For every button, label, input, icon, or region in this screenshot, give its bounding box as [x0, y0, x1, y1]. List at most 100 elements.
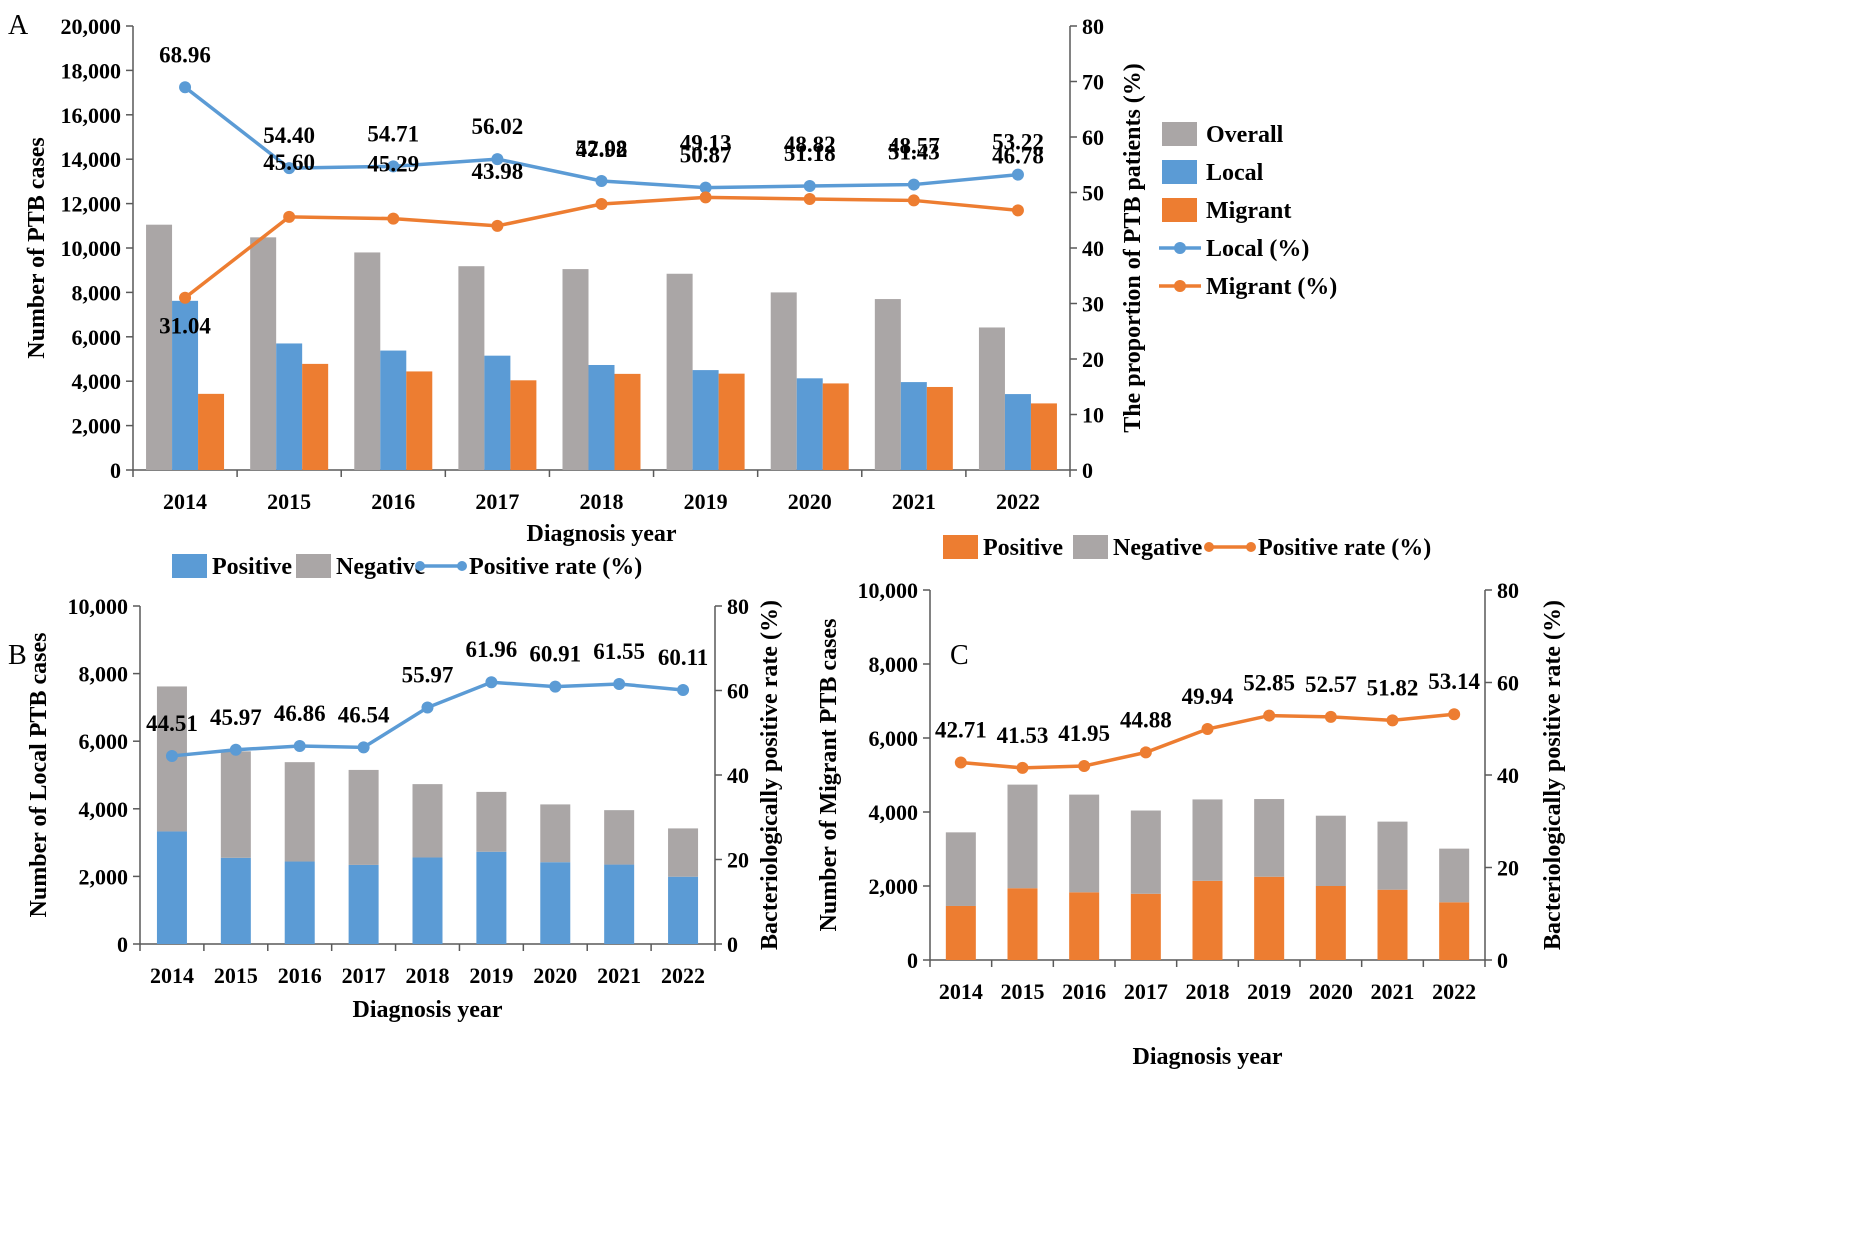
panel-b-line-point: [165, 749, 178, 762]
panel-b-y2-axis-title: Bacteriologically positive rate (%): [757, 600, 783, 950]
panel-a-x-tick-label: 2019: [684, 489, 728, 514]
panel-c-line-point: [1386, 714, 1399, 727]
legend-label: Local: [1206, 160, 1264, 186]
legend-swatch-overall: [1162, 122, 1197, 146]
panel-c-y2-axis-title: Bacteriologically positive rate (%): [1540, 600, 1566, 950]
panel-a-bar-overall: [666, 273, 693, 470]
panel-a-y-tick-label: 4,000: [72, 369, 122, 394]
panel-c-x-tick-label: 2015: [1001, 979, 1045, 1004]
panel-a-line-point: [803, 193, 816, 206]
panel-b-line-point: [229, 743, 242, 756]
panel-a-bar-migrant: [718, 373, 745, 470]
legend-label: Positive rate (%): [469, 554, 642, 580]
panel-a-data-label: 54.40: [263, 123, 315, 148]
panel-c-line-point: [1016, 761, 1029, 774]
panel-a-y2-tick-label: 70: [1082, 70, 1104, 95]
panel-a-chart: 0 2,000 4,000 6,000 8,000 10,000 12,000 14,000 1…: [24, 14, 1337, 547]
panel-c-y-tick-label: 6,000: [869, 726, 919, 751]
panel-c-x-tick-label: 2016: [1062, 979, 1106, 1004]
panel-a-bar-overall: [250, 237, 277, 470]
panel-a-y-tick-label: 16,000: [61, 103, 122, 128]
panel-a-data-label: 52.08: [576, 136, 628, 161]
panel-a-line-point: [179, 81, 192, 94]
panel-letter-b: B: [8, 640, 27, 671]
panel-b-x-tick-label: 2017: [342, 963, 386, 988]
panel-a-bar-overall: [770, 292, 797, 470]
panel-a-y2-tick-label: 0: [1082, 458, 1093, 483]
panel-c-x-tick-label: 2017: [1124, 979, 1168, 1004]
panel-a-bar-overall: [978, 327, 1005, 470]
panel-c-y-tick-label: 0: [907, 948, 918, 973]
panel-a-y-tick-label: 18,000: [61, 58, 122, 83]
panel-a-data-label: 47.92: [576, 137, 628, 162]
legend-marker: [1174, 280, 1186, 292]
panel-c-line-point: [1324, 710, 1337, 723]
panel-a-data-label: 49.13: [680, 130, 732, 155]
panel-a-line-point: [907, 194, 920, 207]
panel-b-data-label: 60.91: [529, 642, 581, 667]
panel-c-line-point: [954, 756, 967, 769]
panel-a-bar-local: [276, 343, 303, 470]
panel-c-data-label: 49.94: [1182, 684, 1234, 709]
panel-c-bar-positive: [945, 905, 976, 960]
panel-b-bar-positive: [284, 861, 315, 944]
panel-a-y-tick-label: 10,000: [61, 236, 122, 261]
panel-c-y-tick-label: 10,000: [858, 578, 919, 603]
panel-c-x-tick-label: 2020: [1309, 979, 1353, 1004]
panel-a-line-point: [1011, 168, 1024, 181]
panel-b-data-label: 61.96: [466, 637, 518, 662]
panel-a-line-point: [699, 191, 712, 204]
panel-a-bar-local: [172, 300, 199, 470]
panel-a-line-migrant: [183, 195, 1019, 300]
panel-b-y-tick-label: 8,000: [79, 662, 129, 687]
panel-b-x-tick-label: 2022: [661, 963, 705, 988]
panel-c-data-label: 41.53: [997, 723, 1049, 748]
panel-a-bar-migrant: [302, 363, 329, 470]
panel-c-y-tick-label: 8,000: [869, 652, 919, 677]
panel-b-line-point: [421, 701, 434, 714]
panel-c-data-label: 52.85: [1243, 671, 1295, 696]
panel-b-line-point: [677, 684, 690, 697]
panel-a-y-tick-label: 14,000: [61, 147, 122, 172]
panel-c-bar-positive: [1315, 886, 1346, 960]
panel-a-line-point: [803, 179, 816, 192]
panel-c-bar-negative: [1192, 799, 1223, 881]
panel-a-x-tick-label: 2020: [788, 489, 832, 514]
panel-a-x-tick-label: 2014: [163, 489, 207, 514]
panel-c-line-point: [1448, 708, 1461, 721]
panel-c-bar-negative: [1130, 810, 1161, 894]
panel-a-data-label: 51.18: [784, 141, 836, 166]
panel-b-y2-tick-label: 0: [727, 932, 738, 957]
panel-c-bar-negative: [1069, 794, 1100, 893]
panel-a-y2-tick-label: 60: [1082, 125, 1104, 150]
panel-c-bar-positive: [1192, 880, 1223, 960]
panel-c-line-point: [1078, 759, 1091, 772]
panel-c-x-tick-label: 2019: [1247, 979, 1291, 1004]
legend-marker: [457, 561, 467, 571]
panel-a-y-tick-label: 12,000: [61, 192, 122, 217]
panel-c-data-label: 51.82: [1367, 675, 1419, 700]
panel-c-chart: 0 2,000 4,000 6,000 8,000 10,000 0 20 40 60 80 2014…: [816, 535, 1566, 1070]
panel-c-bar-positive: [1069, 892, 1100, 960]
panel-b-line-point: [549, 680, 562, 693]
panel-b-data-label: 45.97: [210, 705, 262, 730]
panel-c-bar-negative: [1254, 799, 1285, 877]
panel-a-y-tick-label: 20,000: [61, 14, 122, 39]
panel-b-x-tick-label: 2018: [406, 963, 450, 988]
panel-b-x-tick-label: 2021: [597, 963, 641, 988]
panel-b-bar-negative: [604, 810, 635, 865]
panel-b-x-tick-label: 2016: [278, 963, 322, 988]
panel-letter-c: C: [950, 640, 969, 671]
panel-a-line-point: [491, 153, 504, 166]
panel-c-y2-tick-label: 0: [1497, 948, 1508, 973]
panel-b-y-tick-label: 2,000: [79, 864, 129, 889]
panel-a-bar-local: [900, 382, 927, 470]
panel-b-y-tick-label: 6,000: [79, 729, 129, 754]
panel-a-line-point: [595, 198, 608, 211]
panel-a-data-label: 45.29: [367, 152, 419, 177]
panel-b-bar-negative: [284, 762, 315, 862]
panel-a-line-point: [179, 291, 192, 304]
legend-swatch-negative: [296, 554, 331, 578]
panel-b-y2-tick-label: 20: [727, 848, 749, 873]
panel-c-x-tick-label: 2021: [1371, 979, 1415, 1004]
